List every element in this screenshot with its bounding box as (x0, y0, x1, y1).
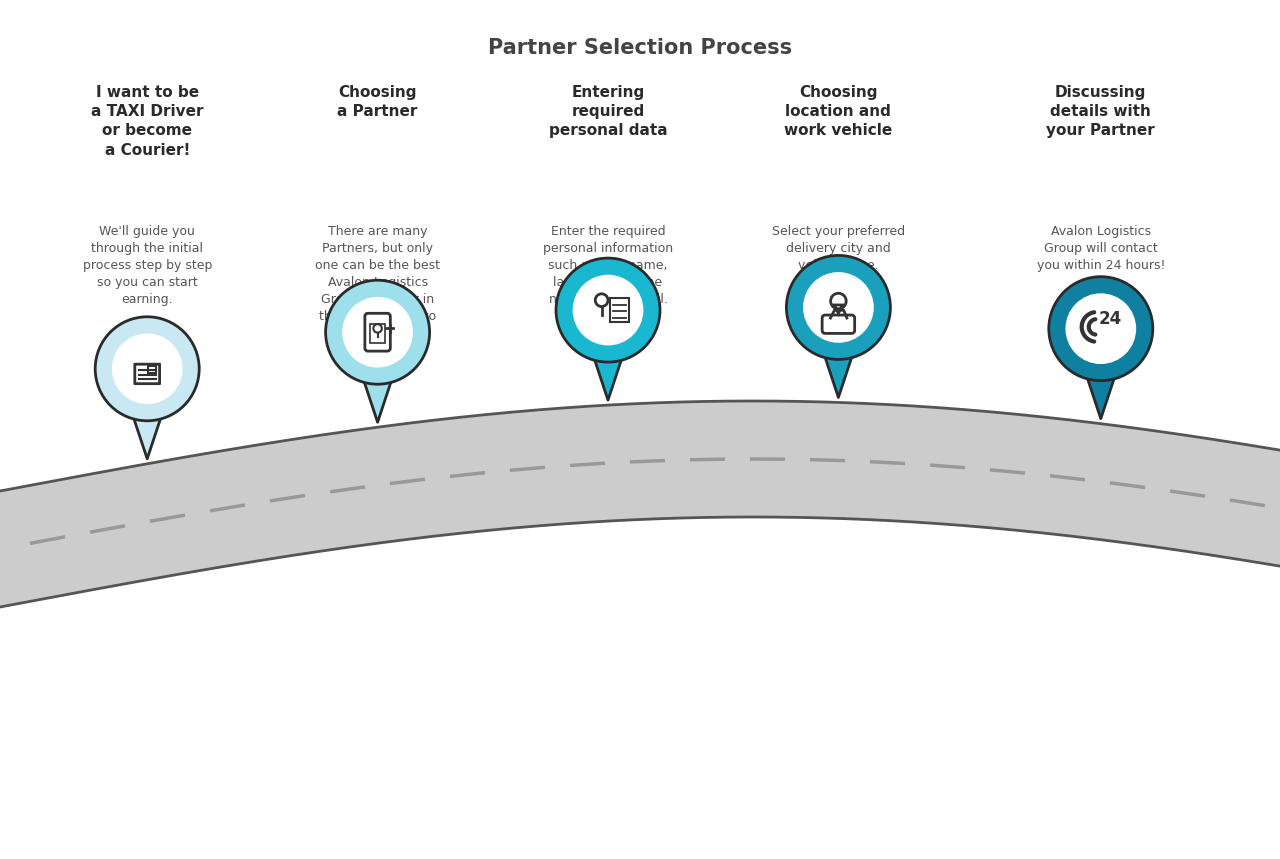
Text: Avalon Logistics
Group will contact
you within 24 hours!: Avalon Logistics Group will contact you … (1037, 225, 1165, 272)
Text: Select your preferred
delivery city and
vehicle type.: Select your preferred delivery city and … (772, 225, 905, 272)
Text: I want to be
a TAXI Driver
or become
a Courier!: I want to be a TAXI Driver or become a C… (91, 85, 204, 157)
Bar (609, 298, 630, 322)
Text: Partner Selection Process: Partner Selection Process (488, 38, 792, 58)
Polygon shape (125, 393, 169, 459)
Text: Enter the required
personal information
such as first name,
last name, phone
num: Enter the required personal information … (543, 225, 673, 306)
Polygon shape (355, 332, 401, 356)
Text: There are many
Partners, but only
one can be the best
Avalon Logistics
Group. Re: There are many Partners, but only one ca… (315, 225, 440, 340)
Text: Choosing
location and
work vehicle: Choosing location and work vehicle (785, 85, 892, 138)
Circle shape (1048, 277, 1153, 381)
Circle shape (803, 272, 874, 343)
Circle shape (342, 297, 413, 368)
Text: Discussing
details with
your Partner: Discussing details with your Partner (1047, 85, 1155, 138)
Polygon shape (1078, 329, 1124, 352)
Text: 24: 24 (1100, 310, 1123, 328)
Text: Choosing
a Partner: Choosing a Partner (338, 85, 417, 119)
Polygon shape (1079, 352, 1123, 418)
Circle shape (556, 258, 660, 362)
Circle shape (786, 255, 891, 359)
Polygon shape (0, 401, 1280, 611)
Bar (370, 324, 385, 344)
Circle shape (95, 317, 200, 421)
Polygon shape (586, 333, 630, 400)
Bar (148, 366, 156, 373)
Circle shape (111, 333, 183, 404)
Text: Entering
required
personal data: Entering required personal data (549, 85, 667, 138)
Polygon shape (815, 308, 861, 331)
Text: We'll guide you
through the initial
process step by step
so you can start
earnin: We'll guide you through the initial proc… (82, 225, 212, 306)
Polygon shape (356, 356, 399, 423)
Polygon shape (817, 331, 860, 398)
Polygon shape (124, 369, 170, 393)
Polygon shape (585, 310, 631, 333)
Circle shape (325, 280, 430, 384)
Circle shape (1065, 293, 1137, 364)
Circle shape (572, 275, 644, 345)
